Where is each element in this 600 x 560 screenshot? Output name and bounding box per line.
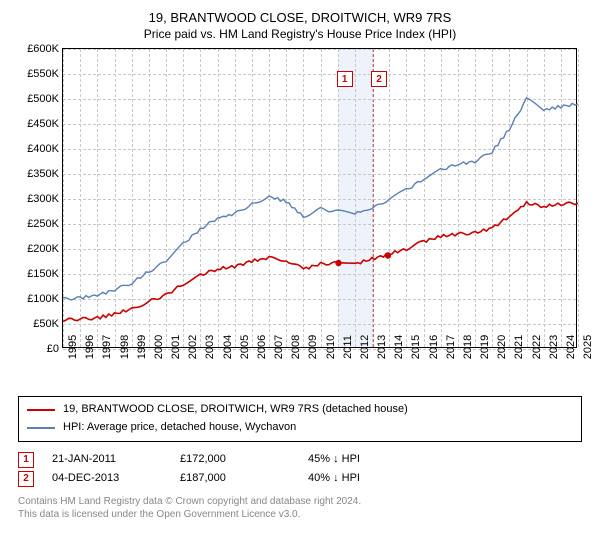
legend-item-price-paid: 19, BRANTWOOD CLOSE, DROITWICH, WR9 7RS … — [27, 401, 573, 419]
y-axis-label: £300K — [27, 193, 63, 205]
sale-marker-dot — [335, 260, 341, 266]
legend-label: 19, BRANTWOOD CLOSE, DROITWICH, WR9 7RS … — [63, 401, 408, 419]
sale-date: 04-DEC-2013 — [52, 469, 162, 489]
sale-marker-icon: 1 — [18, 452, 34, 468]
sale-date: 21-JAN-2011 — [52, 450, 162, 470]
y-axis-label: £450K — [27, 118, 63, 130]
fineprint-line: Contains HM Land Registry data © Crown c… — [18, 495, 582, 508]
y-axis-label: £0 — [47, 343, 63, 355]
legend-item-hpi: HPI: Average price, detached house, Wych… — [27, 419, 573, 437]
series-layer — [63, 49, 578, 349]
sale-row: 2 04-DEC-2013 £187,000 40% ↓ HPI — [18, 469, 582, 489]
y-axis-label: £600K — [27, 43, 63, 55]
gridline-v — [578, 49, 579, 347]
marker-label-box: 1 — [337, 71, 353, 87]
y-axis-label: £500K — [27, 93, 63, 105]
sale-row: 1 21-JAN-2011 £172,000 45% ↓ HPI — [18, 450, 582, 470]
marker-label-box: 2 — [371, 71, 387, 87]
chart-subtitle: Price paid vs. HM Land Registry's House … — [18, 27, 582, 43]
chart-plot-area: £0£50K£100K£150K£200K£250K£300K£350K£400… — [62, 48, 577, 348]
y-axis-label: £150K — [27, 268, 63, 280]
legend-swatch — [27, 427, 55, 429]
legend: 19, BRANTWOOD CLOSE, DROITWICH, WR9 7RS … — [18, 396, 582, 441]
sale-marker-icon: 2 — [18, 471, 34, 487]
sale-price: £187,000 — [180, 469, 290, 489]
sale-price: £172,000 — [180, 450, 290, 470]
y-axis-label: £350K — [27, 168, 63, 180]
y-axis-label: £200K — [27, 243, 63, 255]
y-axis-label: £250K — [27, 218, 63, 230]
y-axis-label: £550K — [27, 68, 63, 80]
y-axis-label: £100K — [27, 293, 63, 305]
legend-swatch — [27, 409, 55, 411]
sales-table: 1 21-JAN-2011 £172,000 45% ↓ HPI 2 04-DE… — [18, 450, 582, 490]
x-axis-label: 2025 — [578, 335, 594, 359]
price-chart-container: { "title": "19, BRANTWOOD CLOSE, DROITWI… — [0, 0, 600, 560]
chart-title: 19, BRANTWOOD CLOSE, DROITWICH, WR9 7RS — [18, 10, 582, 27]
y-axis-label: £50K — [33, 318, 63, 330]
legend-label: HPI: Average price, detached house, Wych… — [63, 419, 296, 437]
series-line — [63, 202, 578, 322]
fineprint: Contains HM Land Registry data © Crown c… — [18, 495, 582, 521]
fineprint-line: This data is licensed under the Open Gov… — [18, 508, 582, 521]
sale-delta: 40% ↓ HPI — [308, 469, 418, 489]
sale-delta: 45% ↓ HPI — [308, 450, 418, 470]
y-axis-label: £400K — [27, 143, 63, 155]
sale-marker-dot — [385, 253, 391, 259]
series-line — [63, 98, 578, 300]
